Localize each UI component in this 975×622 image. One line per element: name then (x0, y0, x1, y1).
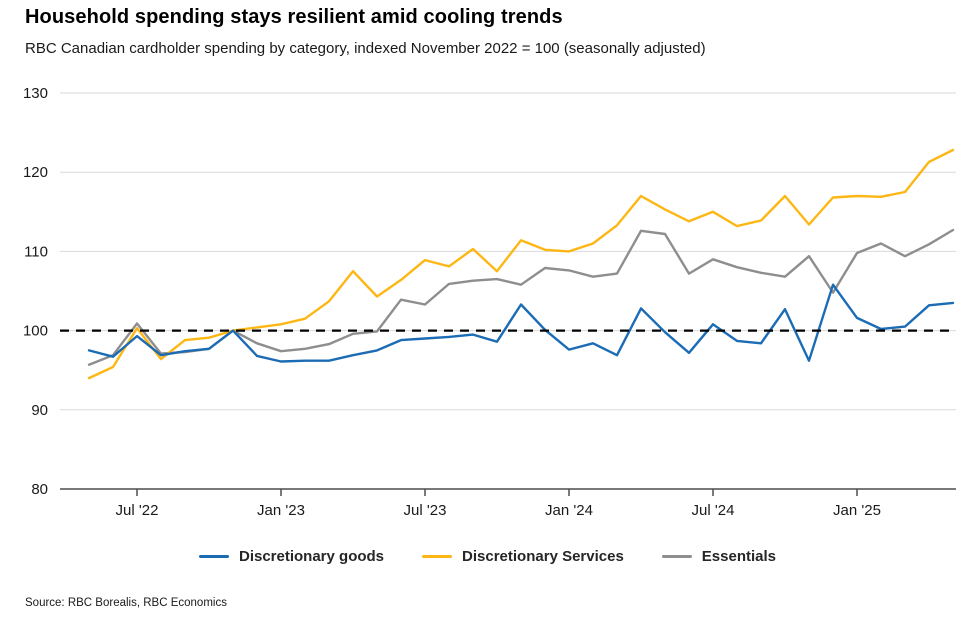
legend-swatch-discretionary-services (422, 555, 453, 558)
legend-item-discretionary-services: Discretionary Services (422, 548, 624, 565)
source-note: Source: RBC Borealis, RBC Economics (25, 597, 227, 609)
x-axis-label-jan-23: Jan '23 (257, 502, 305, 519)
series-line-discretionary-services (87, 148, 955, 380)
series-line-discretionary-goods (87, 283, 955, 363)
x-axis-label-jul-22: Jul '22 (116, 502, 159, 519)
y-axis-label-110: 110 (24, 243, 48, 260)
legend-swatch-essentials (661, 555, 692, 558)
chart-legend: Discretionary goods Discretionary Servic… (0, 548, 975, 565)
legend-item-discretionary-goods: Discretionary goods (198, 548, 385, 565)
chart-title: Household spending stays resilient amid … (25, 6, 563, 28)
legend-label-essentials: Essentials (701, 548, 777, 565)
series-line-essentials (87, 228, 955, 366)
legend-item-essentials: Essentials (661, 548, 777, 565)
x-axis-label-jan-24: Jan '24 (545, 502, 593, 519)
y-axis-label-90: 90 (31, 402, 48, 419)
legend-swatch-discretionary-goods (198, 555, 229, 558)
chart-subtitle: RBC Canadian cardholder spending by cate… (25, 40, 706, 57)
x-axis-label-jan-25: Jan '25 (833, 502, 881, 519)
y-axis-label-100: 100 (23, 323, 48, 340)
y-axis-label-120: 120 (23, 164, 48, 181)
y-axis-label-130: 130 (23, 85, 48, 102)
y-axis-label-80: 80 (31, 481, 48, 498)
legend-label-discretionary-goods: Discretionary goods (238, 548, 385, 565)
legend-label-discretionary-services: Discretionary Services (462, 548, 624, 565)
x-axis-label-jul-23: Jul '23 (404, 502, 447, 519)
spending-line-chart: 80 90 100 110 120 130 Jul '22 Jan '23 Jul '23 Jan… (23, 85, 956, 519)
x-axis-label-jul-24: Jul '24 (692, 502, 735, 519)
